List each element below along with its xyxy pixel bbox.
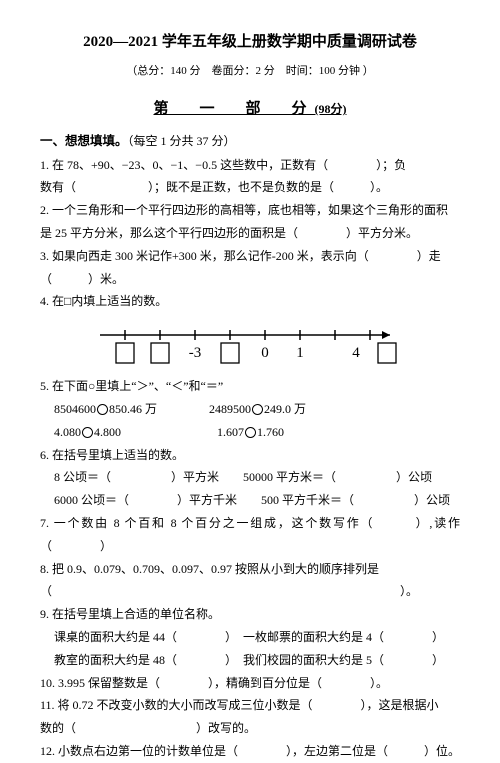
number-line-svg: -3 0 1 4: [90, 315, 410, 367]
q5-r2d: 1.760: [257, 425, 284, 439]
numline-label-1: 1: [296, 345, 304, 361]
q1-line1: 1. 在 78、+90、−23、0、−1、−0.5 这些数中，正数有（ ）；负: [40, 154, 460, 177]
exam-title: 2020—2021 学年五年级上册数学期中质量调研试卷: [40, 28, 460, 57]
q9-row2: 教室的面积大约是 48（ ） 我们校园的面积大约是 5（ ）: [40, 649, 460, 672]
numline-label-4: 4: [352, 345, 360, 361]
exam-subtitle: （总分：140 分 卷面分：2 分 时间：100 分钟 ）: [40, 61, 460, 82]
part-heading: 第 一 部 分(98分): [40, 95, 460, 124]
q8-line1: 8. 把 0.9、0.079、0.709、0.097、0.97 按照从小到大的顺…: [40, 558, 460, 581]
part-score: (98分): [315, 102, 347, 116]
q3-line1: 3. 如果向西走 300 米记作+300 米，那么记作-200 米，表示向（ ）…: [40, 245, 460, 268]
q9-row1: 课桌的面积大约是 44（ ） 一枚邮票的面积大约是 4（ ）: [40, 626, 460, 649]
compare-circle-icon: [252, 404, 263, 415]
q5-row2: 4.080 4.800 1.607 1.760: [40, 421, 460, 444]
q5-r1a: 8504600: [54, 402, 96, 416]
section1-head-label: 一、想想填填。: [40, 134, 128, 148]
q5-r2a: 4.080: [54, 425, 81, 439]
q10-line: 10. 3.995 保留整数是（ ），精确到百分位是（ ）。: [40, 672, 460, 695]
numline-label-neg3: -3: [189, 345, 202, 361]
q7-line: 7. 一个数由 8 个百和 8 个百分之一组成，这个数写作（ ）,读作（ ）: [40, 512, 460, 558]
q6-row2: 6000 公顷＝（ ）平方千米 500 平方千米＝（ ）公顷: [40, 489, 460, 512]
q5-r1d: 249.0 万: [264, 402, 306, 416]
q2-line2: 是 25 平方分米，那么这个平行四边形的面积是（ ）平方分米。: [40, 222, 460, 245]
q5-r2b: 4.800: [94, 425, 121, 439]
section1-head-note: （每空 1 分共 37 分）: [128, 134, 236, 148]
q2-line1: 2. 一个三角形和一个平行四边形的高相等，底也相等，如果这个三角形的面积: [40, 199, 460, 222]
q5-row1: 8504600 850.46 万 2489500 249.0 万: [40, 398, 460, 421]
q5-r1b: 850.46 万: [109, 402, 157, 416]
q3-line2: （ ）米。: [40, 268, 460, 291]
section1-head: 一、想想填填。（每空 1 分共 37 分）: [40, 130, 460, 154]
numline-label-0: 0: [261, 345, 269, 361]
compare-circle-icon: [97, 404, 108, 415]
compare-circle-icon: [82, 427, 93, 438]
q1-line2: 数有（ ）；既不是正数，也不是负数的是（ ）。: [40, 176, 460, 199]
compare-circle-icon: [245, 427, 256, 438]
q8-line2: （ ）。: [40, 580, 460, 603]
q6-line: 6. 在括号里填上适当的数。: [40, 444, 460, 467]
q11-line2: 数的（ ）改写的。: [40, 717, 460, 740]
q5-line: 5. 在下面○里填上“＞”、“＜”和“＝”: [40, 375, 460, 398]
q5-r2c: 1.607: [217, 425, 244, 439]
q4-line: 4. 在□内填上适当的数。: [40, 290, 460, 313]
q6-row1: 8 公顷＝（ ）平方米 50000 平方米＝（ ）公顷: [40, 466, 460, 489]
q9-line: 9. 在括号里填上合适的单位名称。: [40, 603, 460, 626]
part-label: 第 一 部 分: [153, 101, 314, 117]
number-line-figure: -3 0 1 4: [40, 313, 460, 375]
q12-line: 12. 小数点右边第一位的计数单位是（ ），左边第二位是（ ）位。: [40, 740, 460, 763]
q5-r1c: 2489500: [209, 402, 251, 416]
